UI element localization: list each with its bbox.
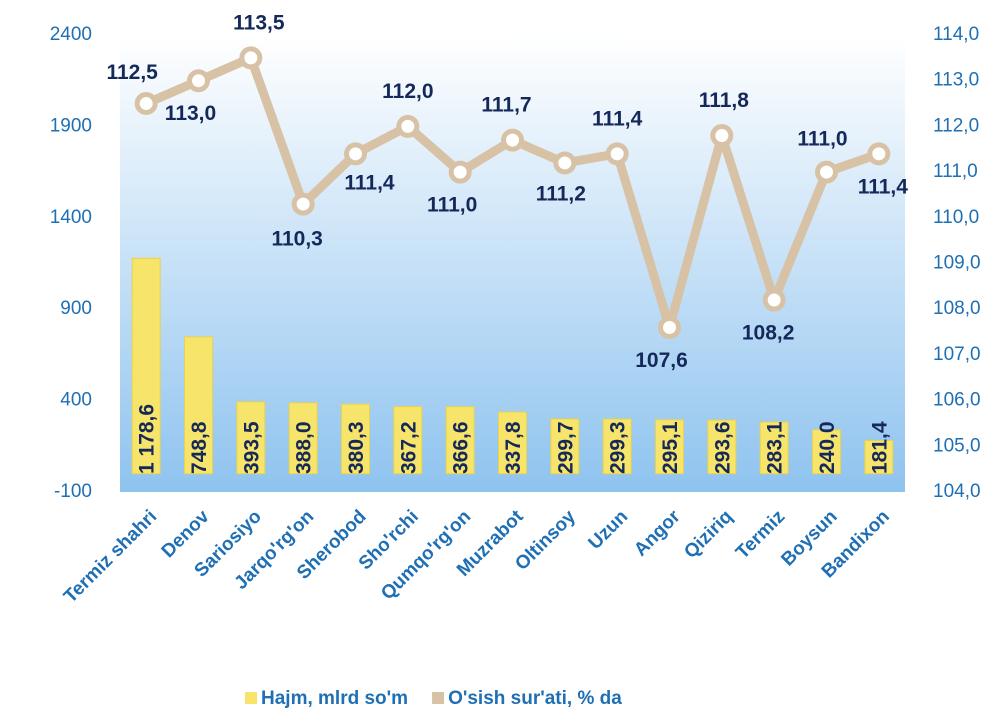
x-tick-label: Angor — [630, 506, 685, 561]
y2-tick-label: 108,0 — [933, 298, 981, 319]
bar-value-label: 393,5 — [240, 421, 263, 474]
line-value-label: 108,2 — [742, 322, 795, 345]
line-marker — [291, 192, 315, 216]
bar — [131, 257, 161, 475]
bar — [498, 411, 527, 475]
line-value-label: 111,4 — [592, 107, 643, 130]
y2-tick-label: 105,0 — [933, 435, 981, 456]
line-marker — [605, 142, 629, 166]
legend-label: O'sish sur'ati, % da — [448, 688, 622, 709]
line-marker — [815, 160, 838, 184]
line-value-label: 111,7 — [481, 94, 531, 117]
line-marker — [396, 114, 420, 138]
y2-tick-label: 104,0 — [933, 481, 981, 502]
x-tick-label: Qumqo'rg'on — [377, 506, 475, 604]
bar-value-label: 240,0 — [816, 421, 839, 474]
legend-swatch — [432, 692, 445, 704]
line-value-label: 107,6 — [635, 349, 688, 372]
x-tick-label: Termiz shahri — [60, 506, 161, 607]
bar-value-label: 293,6 — [711, 421, 734, 474]
line-marker — [762, 288, 786, 312]
line-marker — [239, 46, 263, 70]
bar — [812, 429, 841, 475]
line-value-label: 110,3 — [271, 228, 322, 251]
line-marker — [710, 124, 734, 148]
y-tick-label: 900 — [60, 298, 92, 319]
y-tick-label: 400 — [60, 390, 92, 411]
bar-value-label: 295,1 — [659, 421, 682, 474]
bar — [655, 419, 684, 475]
bar — [550, 418, 580, 475]
bar — [236, 401, 266, 475]
bar-value-label: 366,6 — [450, 421, 473, 474]
line-marker — [344, 142, 367, 166]
line-marker — [501, 128, 524, 152]
y-tick-label: 1900 — [50, 115, 92, 136]
bar-value-label: 1 178,6 — [136, 404, 159, 474]
line-value-label: 111,8 — [699, 89, 750, 112]
bar-value-label: 388,0 — [293, 421, 316, 474]
bar-value-label: 748,8 — [188, 421, 211, 474]
y2-tick-label: 107,0 — [933, 344, 981, 365]
line-marker — [448, 160, 472, 184]
bar — [393, 406, 423, 475]
bar-value-label: 380,3 — [345, 421, 368, 474]
line-value-label: 111,0 — [797, 128, 847, 151]
bar — [759, 421, 789, 475]
bar-value-label: 367,2 — [397, 421, 420, 474]
bar — [288, 402, 318, 475]
line-value-label: 111,4 — [858, 175, 909, 198]
line-value-label: 112,5 — [106, 61, 158, 84]
line-marker — [187, 69, 210, 93]
bar — [707, 419, 737, 475]
bar-value-label: 337,8 — [502, 421, 525, 474]
legend-label: Hajm, mlrd so'm — [261, 688, 408, 709]
bar-value-label: 283,1 — [764, 421, 787, 474]
y-tick-label: 2400 — [50, 24, 92, 45]
line-value-label: 111,0 — [427, 194, 477, 217]
line-marker — [134, 92, 158, 116]
line-value-label: 111,4 — [344, 171, 395, 194]
line-marker — [867, 142, 891, 166]
y2-tick-label: 113,0 — [933, 70, 979, 91]
line-value-label: 113,0 — [165, 102, 216, 125]
line-value-label: 113,5 — [233, 11, 285, 34]
y2-tick-label: 106,0 — [933, 390, 981, 411]
line-value-label: 111,2 — [536, 183, 586, 206]
y2-tick-label: 111,0 — [933, 161, 978, 182]
y2-tick-label: 112,0 — [933, 115, 979, 136]
legend-swatch — [245, 692, 257, 704]
bar-value-label: 299,3 — [607, 421, 630, 474]
y2-tick-label: 109,0 — [933, 253, 981, 274]
y2-tick-label: 110,0 — [933, 207, 979, 228]
bar — [864, 440, 894, 475]
bar — [184, 336, 213, 475]
line-marker — [658, 315, 681, 339]
line-value-label: 112,0 — [382, 80, 433, 103]
x-tick-label: Uzun — [585, 506, 633, 554]
bar-value-label: 181,4 — [868, 421, 891, 474]
y2-tick-label: 114,0 — [933, 24, 979, 45]
bar-value-label: 299,7 — [554, 421, 577, 474]
bar — [602, 418, 632, 475]
y-tick-label: -100 — [54, 481, 92, 502]
bar — [445, 406, 475, 475]
line-marker — [553, 151, 577, 175]
y-tick-label: 1400 — [50, 207, 92, 228]
x-tick-label: Qiziriq — [680, 506, 737, 563]
bar — [341, 403, 370, 475]
